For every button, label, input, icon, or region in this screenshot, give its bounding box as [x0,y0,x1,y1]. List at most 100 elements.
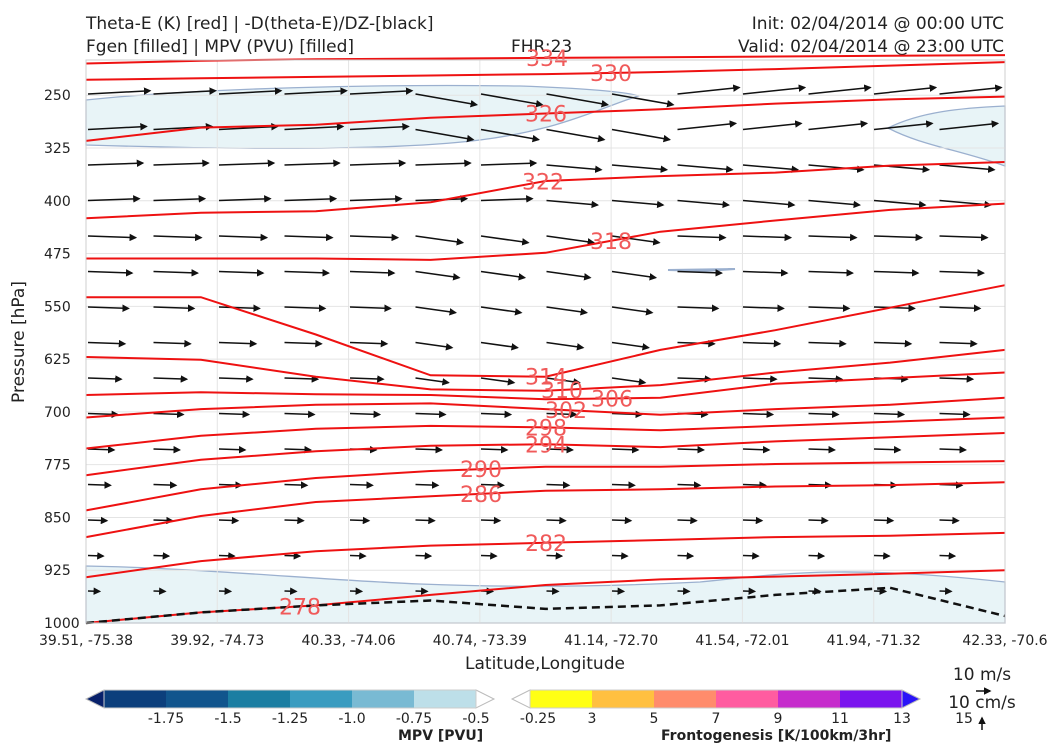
wind-vector [742,339,782,348]
wind-vector [218,410,251,419]
x-tick-label: 40.33, -74.06 [302,633,396,649]
y-tick-label: 400 [44,194,71,210]
vector-ref-horizontal: 10 m/s [953,665,1011,685]
wind-vector [415,516,436,525]
wind-vector [808,120,869,131]
wind-vector [939,120,1000,131]
wind-vector [349,233,400,242]
wind-vector [808,375,844,383]
wind-vector [218,445,247,454]
wind-vector [677,233,727,242]
x-tick-label: 39.51, -75.38 [39,633,133,649]
x-tick-label: 40.74, -73.39 [433,633,527,649]
wind-vector [873,410,906,419]
mpv-colorbar-extend-left [84,689,105,709]
theta-e-label-306: 306 [591,387,633,412]
wind-vector [742,375,778,383]
wind-vector [349,159,407,168]
fgen-colorbar-tick: 13 [893,711,911,727]
fgen-colorbar-bin [716,690,779,708]
wind-vector [153,410,185,419]
wind-vector [480,306,523,316]
theta-e-label-334: 334 [526,47,568,72]
wind-vector [939,84,1003,95]
wind-vector [87,269,134,277]
fgen-colorbar-extend-right [901,689,922,709]
wind-vector [349,410,382,419]
y-tick-label: 700 [44,405,71,421]
mpv-colorbar-bin [290,690,353,708]
wind-vector [808,339,847,348]
wind-vector [87,159,145,168]
wind-vector [480,341,519,351]
wind-vector [873,84,938,95]
theta-e-label-278: 278 [279,595,321,620]
wind-vector [677,481,702,489]
mpv-colorbar-tick: -1.25 [272,711,308,727]
wind-vector [480,128,540,143]
wind-vector [153,195,207,203]
wind-vector [284,516,305,525]
wind-vector [415,93,479,108]
x-tick-label: 41.54, -72.01 [695,633,789,649]
mpv-colorbar-bin [104,690,167,708]
theta-e-label-290: 290 [460,458,502,483]
wind-vector [873,516,895,525]
y-axis-label: Pressure [hPa] [9,281,29,403]
theta-e-contour-310 [85,348,1006,392]
wind-vector [480,410,513,419]
wind-vector [546,410,578,419]
mpv-shade-lower [85,565,1006,624]
wind-vector [939,410,971,419]
wind-vector [349,304,392,312]
theta-e-label-314: 314 [525,366,567,391]
theta-e-contour-322 [85,161,1006,220]
wind-vector [153,552,171,560]
theta-e-contour-326 [85,95,1006,142]
wind-vector [677,269,723,277]
wind-vector [808,164,865,173]
wind-vector [153,269,199,277]
wind-vector [873,199,927,209]
fgen-colorbar-extend-left [510,689,531,709]
wind-vector [218,304,261,312]
wind-vector [87,195,141,203]
mpv-colorbar-tick: -1.5 [214,711,241,727]
wind-vector [284,195,338,203]
wind-vector [939,552,957,560]
x-tick-label: 41.94, -71.32 [827,633,921,649]
wind-vector [480,516,502,525]
wind-vector [808,304,851,312]
wind-vector [808,233,858,242]
x-axis-label: Latitude,Longitude [465,654,625,674]
wind-vector [546,128,606,143]
theta-e-label-286: 286 [460,483,502,508]
fgen-colorbar-bin [840,690,903,708]
wind-vector [873,233,924,242]
wind-vector [611,445,640,454]
wind-vector [939,269,985,277]
wind-vector [939,164,996,173]
wind-vector [873,339,913,348]
wind-vector [808,84,872,95]
theta-e-contour-302 [85,396,1006,419]
wind-vector [808,552,826,560]
wind-vector [480,270,527,281]
wind-vector [415,270,461,281]
wind-vector [808,516,829,525]
wind-vector [415,552,433,560]
wind-vector [677,445,705,454]
mpv-colorbar-tick: -1.0 [338,711,365,727]
theta-e-contour-306 [85,371,1006,401]
wind-vector [546,445,574,454]
y-tick-label: 925 [44,563,71,579]
mpv-colorbar-bin [228,690,291,708]
wind-vector [480,377,516,386]
wind-vector [218,552,236,560]
wind-vector [546,341,585,351]
vector-ref-vertical: 10 cm/s [948,693,1016,713]
fgen-colorbar-frame [529,689,903,709]
wind-vector [742,304,785,312]
wind-vector [153,481,178,489]
